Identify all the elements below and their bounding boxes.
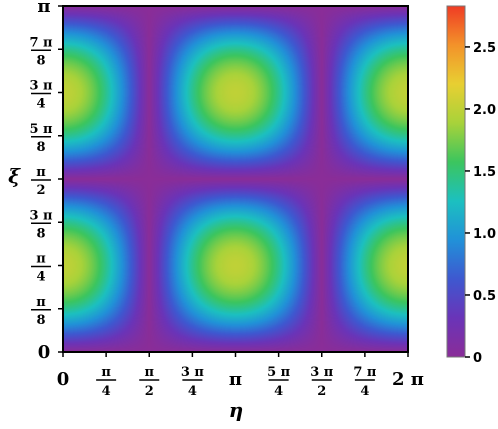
x-tick-numerator: 7 π [353,365,377,380]
y-axis: 0 π 8 π 4 3 π 8 π 2 5 π 8 3 π 4 7 π 8 π [29,0,63,363]
x-tick-numerator: 3 π [181,365,205,380]
y-tick-label: π [37,0,50,17]
y-tick-numerator: 3 π [29,79,53,94]
colorbar-tick-label: 2.5 [473,41,496,56]
colorbar-tick-label: 0 [473,351,482,366]
y-tick-numerator: π [36,295,46,310]
y-tick-denominator: 4 [36,270,45,285]
x-tick-label: π [229,369,242,390]
x-tick-label: 0 [57,369,70,390]
y-tick-numerator: 3 π [29,208,53,223]
y-tick-denominator: 4 [36,97,45,112]
y-tick-denominator: 8 [36,53,45,68]
colorbar: 0 0.5 1.0 1.5 2.0 2.5 [446,5,496,366]
x-axis: 0 π 4 π 2 3 π 4 π 5 π 4 3 π 2 7 π 4 2 π [57,352,424,399]
colorbar-tick-label: 2.0 [473,103,496,118]
colorbar-bar [446,5,466,358]
y-axis-label: ξ [8,164,21,188]
x-tick-numerator: π [101,365,111,380]
x-tick-numerator: π [144,365,154,380]
x-tick-denominator: 4 [274,384,283,399]
y-tick-denominator: 8 [36,313,45,328]
heatmap-raster [63,6,408,352]
y-tick-label: 0 [38,342,51,363]
colorbar-tick-label: 1.5 [473,165,496,180]
x-tick-numerator: 5 π [267,365,291,380]
x-tick-denominator: 4 [102,384,111,399]
colorbar-ticks: 0 0.5 1.0 1.5 2.0 2.5 [465,41,496,366]
y-tick-denominator: 8 [36,226,45,241]
y-tick-numerator: 7 π [29,35,53,50]
y-tick-numerator: 5 π [29,122,53,137]
x-tick-denominator: 4 [360,384,369,399]
y-tick-numerator: π [36,252,46,267]
x-tick-numerator: 3 π [310,365,334,380]
colorbar-tick-label: 0.5 [473,289,496,304]
x-axis-label: η [229,398,244,422]
y-tick-numerator: π [36,165,46,180]
y-tick-denominator: 8 [36,140,45,155]
x-tick-denominator: 4 [188,384,197,399]
x-tick-label: 2 π [392,369,424,390]
y-tick-denominator: 2 [36,183,45,198]
plot-area [62,5,409,353]
x-tick-denominator: 2 [317,384,326,399]
x-tick-denominator: 2 [145,384,154,399]
colorbar-tick-label: 1.0 [473,227,496,242]
